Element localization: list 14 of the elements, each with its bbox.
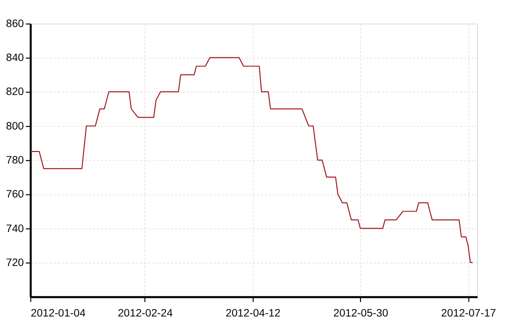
y-tick-label: 840 — [6, 52, 24, 64]
y-tick-label: 820 — [6, 86, 24, 98]
x-tick-label: 2012-05-30 — [333, 308, 388, 320]
y-tick-label: 720 — [6, 256, 24, 269]
y-tick-label: 800 — [6, 120, 24, 132]
y-tick-label: 860 — [6, 18, 24, 30]
x-tick-label: 2012-04-12 — [226, 308, 280, 320]
y-tick-label: 740 — [6, 222, 24, 235]
x-tick-label: 2012-01-04 — [30, 308, 86, 320]
y-tick-label: 760 — [6, 188, 24, 201]
y-tick-label: 780 — [6, 154, 24, 166]
x-tick-label: 2012-02-24 — [118, 308, 173, 320]
line-series — [30, 57, 474, 264]
x-tick-label: 2012-07-17 — [441, 308, 496, 320]
